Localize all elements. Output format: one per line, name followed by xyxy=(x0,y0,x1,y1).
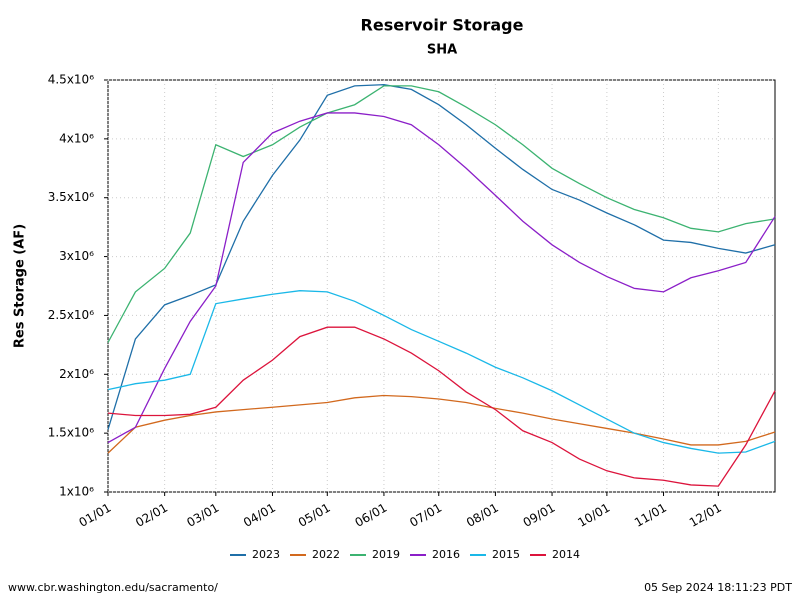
x-tick-label: 07/01 xyxy=(407,500,444,529)
x-tick-label: 09/01 xyxy=(521,500,558,529)
legend-label: 2019 xyxy=(372,548,400,561)
x-tick-label: 08/01 xyxy=(464,500,501,529)
x-tick-label: 11/01 xyxy=(632,500,669,529)
y-tick-label: 4x10⁶ xyxy=(59,131,94,145)
x-tick-label: 01/01 xyxy=(77,500,114,529)
x-tick-label: 04/01 xyxy=(241,500,278,529)
y-tick-label: 3x10⁶ xyxy=(59,249,94,263)
legend-label: 2016 xyxy=(432,548,460,561)
x-tick-label: 12/01 xyxy=(687,500,724,529)
series-line xyxy=(107,112,776,444)
y-tick-label: 1.5x10⁶ xyxy=(48,426,94,440)
y-tick-label: 2.5x10⁶ xyxy=(48,308,94,322)
y-tick-label: 4.5x10⁶ xyxy=(48,73,94,87)
x-tick-label: 10/01 xyxy=(575,500,612,529)
series-line xyxy=(107,290,776,454)
x-tick-label: 06/01 xyxy=(352,500,389,529)
y-tick-label: 2x10⁶ xyxy=(59,367,94,381)
x-tick-label: 02/01 xyxy=(133,500,170,529)
chart-title: Reservoir Storage xyxy=(361,16,524,35)
y-axis-label: Res Storage (AF) xyxy=(13,224,28,348)
x-tick-label: 03/01 xyxy=(184,500,221,529)
x-tick-label: 05/01 xyxy=(296,500,333,529)
legend-label: 2015 xyxy=(492,548,520,561)
plot-frame xyxy=(107,79,776,493)
source: www.cbr.washington.edu/sacramento/ xyxy=(8,581,218,594)
y-tick-label: 3.5x10⁶ xyxy=(48,190,94,204)
legend-label: 2014 xyxy=(552,548,580,561)
legend-label: 2022 xyxy=(312,548,340,561)
chart-subtitle: SHA xyxy=(427,43,457,58)
series-line xyxy=(107,85,776,343)
timestamp: 05 Sep 2024 18:11:23 PDT xyxy=(644,581,792,594)
y-tick-label: 1x10⁶ xyxy=(59,485,94,499)
series-line xyxy=(107,84,776,430)
series-line xyxy=(107,326,776,487)
series-line xyxy=(107,394,776,454)
legend-label: 2023 xyxy=(252,548,280,561)
